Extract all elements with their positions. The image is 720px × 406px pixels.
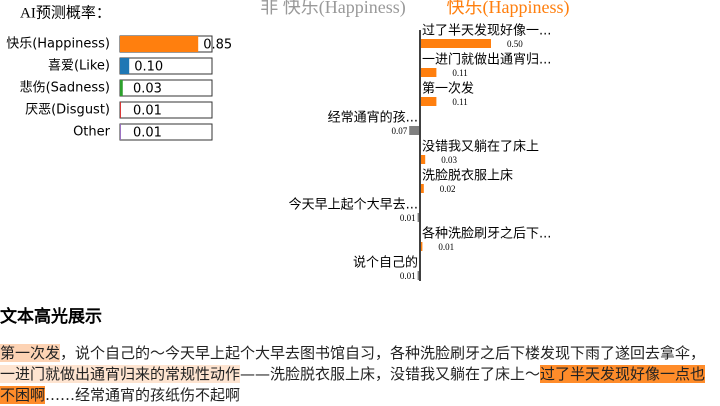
feature-bar	[417, 213, 419, 222]
text-segment: ，说个自己的～今天早上起个大早去图书馆自习，各种洗脸刷牙之后下楼发现下雨了遂回去…	[60, 344, 706, 362]
prob-value: 0.01	[133, 104, 162, 119]
feature-bar	[421, 242, 423, 251]
feature-value: 0.07	[391, 126, 407, 136]
feature-bar	[421, 68, 437, 77]
text-segment: 一进门就做出通宵归来的常规性动作	[0, 365, 241, 383]
feature-value: 0.01	[400, 213, 416, 223]
prob-label: Other	[73, 125, 111, 140]
prob-bar	[120, 80, 123, 96]
prob-value: 0.85	[203, 38, 232, 53]
feature-label: 洗脸脱衣服上床	[422, 168, 513, 184]
feature-label: 各种洗脸刷牙之后下...	[422, 226, 551, 242]
feature-bar	[417, 271, 419, 280]
positive-header: 快乐(Happiness)	[447, 0, 570, 18]
feature-value: 0.11	[452, 68, 467, 78]
feature-label: 今天早上起个大早去...	[289, 197, 418, 213]
prob-value: 0.01	[133, 126, 162, 141]
feature-value: 0.50	[507, 39, 523, 49]
feature-bar	[421, 155, 426, 164]
prob-title: AI预测概率：	[20, 4, 111, 21]
prob-bar	[120, 124, 121, 140]
feature-value: 0.01	[438, 242, 454, 252]
highlight-text: 第一次发，说个自己的～今天早上起个大早去图书馆自习，各种洗脸刷牙之后下楼发现下雨…	[0, 343, 720, 406]
text-segment: ……经常通宵的孩纸伤不起啊	[45, 386, 241, 404]
feature-label: 第一次发	[422, 81, 474, 97]
prob-label: 厌恶(Disgust)	[25, 103, 110, 118]
feature-bar	[421, 39, 491, 48]
text-segment: 第一次发	[0, 344, 61, 362]
prob-label: 悲伤(Sadness)	[20, 80, 110, 96]
feature-label: 说个自己的	[353, 255, 418, 271]
feature-value: 0.11	[452, 97, 467, 107]
feature-label: 一进门就做出通宵归...	[422, 52, 551, 68]
prob-bar	[120, 36, 199, 52]
prob-value: 0.10	[134, 60, 163, 75]
feature-label: 没错我又躺在了床上	[422, 139, 539, 155]
charts: AI预测概率： 非 快乐(Happiness) 快乐(Happiness) 快乐…	[6, 0, 570, 281]
prob-label: 喜爱(Like)	[48, 59, 110, 74]
prob-bar	[120, 102, 121, 118]
feature-value: 0.03	[441, 155, 457, 165]
feature-bar	[421, 97, 437, 106]
feature-value: 0.02	[440, 184, 456, 194]
prob-value: 0.03	[133, 82, 162, 97]
highlight-title: 文本高光展示	[0, 307, 102, 327]
feature-label: 经常通宵的孩...	[328, 110, 418, 126]
prob-bar	[120, 58, 130, 74]
feature-label: 过了半天发现好像一...	[422, 23, 551, 39]
prob-label: 快乐(Happiness)	[6, 37, 110, 52]
feature-bar	[409, 126, 419, 135]
negative-header: 非 快乐(Happiness)	[260, 0, 405, 18]
text-segment: ——洗脸脱衣服上床，没错我又躺在了床上～	[240, 365, 541, 383]
feature-value: 0.01	[400, 271, 416, 281]
feature-bar	[421, 184, 424, 193]
